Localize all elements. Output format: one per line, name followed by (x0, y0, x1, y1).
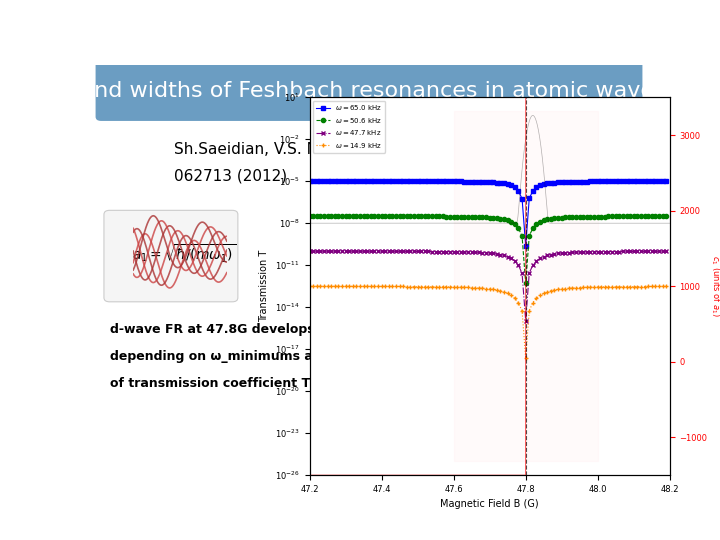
$\omega = 14.9$ kHz (489, 286, 498, 293)
$\omega = 47.7$ kHz (636, 248, 645, 255)
FancyBboxPatch shape (96, 60, 642, 121)
$\omega = 47.7$ kHz (374, 248, 382, 254)
Text: depending on ω_minimums and stable maximum: depending on ω_minimums and stable maxim… (109, 349, 451, 363)
$\omega = 14.9$ kHz (518, 308, 526, 314)
Line: $\omega = 50.6$ kHz: $\omega = 50.6$ kHz (307, 214, 668, 286)
$\omega = 50.6$ kHz (489, 214, 498, 221)
$\omega = 47.7$ kHz (305, 248, 314, 254)
$\omega = 65.0$ kHz (521, 242, 530, 249)
$\omega = 65.0$ kHz (518, 195, 526, 202)
$\omega = 47.7$ kHz (662, 248, 670, 254)
$\omega = 14.9$ kHz (374, 283, 382, 289)
Text: Sh.Saeidian, V.S. Melezhik ,and P.Schmelcher, Phys.Rev. A86,: Sh.Saeidian, V.S. Melezhik ,and P.Schmel… (174, 141, 642, 157)
$\omega = 14.9$ kHz (388, 283, 397, 289)
FancyBboxPatch shape (104, 210, 238, 302)
Text: $a_1 = \sqrt{\hbar/(m\omega_1)}$: $a_1 = \sqrt{\hbar/(m\omega_1)}$ (132, 242, 236, 265)
$\omega = 47.7$ kHz (518, 270, 526, 276)
$\omega = 65.0$ kHz (305, 178, 314, 185)
Legend: $\omega = 65.0$ kHz, $\omega = 50.6$ kHz, $\omega = 47.7$ kHz, $\omega = 14.9$ k: $\omega = 65.0$ kHz, $\omega = 50.6$ kHz… (313, 100, 385, 153)
Text: 062713 (2012): 062713 (2012) (174, 168, 287, 184)
$\omega = 47.7$ kHz (521, 318, 530, 324)
$\omega = 65.0$ kHz (374, 178, 382, 185)
$\omega = 50.6$ kHz (647, 213, 656, 220)
Text: Shifts and widths of Feshbach resonances in atomic waveguides: Shifts and widths of Feshbach resonances… (11, 81, 720, 101)
$\omega = 50.6$ kHz (662, 213, 670, 220)
$\omega = 65.0$ kHz (388, 178, 397, 185)
$\omega = 14.9$ kHz (636, 284, 645, 290)
Y-axis label: Transmission T: Transmission T (259, 250, 269, 322)
X-axis label: Magnetic Field B (G): Magnetic Field B (G) (441, 500, 539, 509)
Text: of transmission coefficient T: of transmission coefficient T (109, 377, 310, 390)
$\omega = 50.6$ kHz (388, 213, 397, 220)
$\omega = 50.6$ kHz (636, 213, 645, 220)
$\omega = 14.9$ kHz (662, 283, 670, 289)
$\omega = 65.0$ kHz (489, 179, 498, 186)
$\omega = 14.9$ kHz (305, 283, 314, 289)
$\omega = 65.0$ kHz (662, 178, 670, 185)
Line: $\omega = 14.9$ kHz: $\omega = 14.9$ kHz (307, 284, 668, 360)
$\omega = 14.9$ kHz (647, 284, 656, 290)
$\omega = 50.6$ kHz (518, 233, 526, 239)
$\omega = 65.0$ kHz (647, 178, 656, 185)
Text: d-wave FR at 47.8G develops in waveguide as: d-wave FR at 47.8G develops in waveguide… (109, 322, 432, 335)
$\omega = 50.6$ kHz (521, 280, 530, 287)
Line: $\omega = 47.7$ kHz: $\omega = 47.7$ kHz (307, 249, 668, 322)
Line: $\omega = 65.0$ kHz: $\omega = 65.0$ kHz (307, 179, 668, 248)
$\omega = 14.9$ kHz (521, 355, 530, 361)
$\omega = 65.0$ kHz (636, 178, 645, 185)
$\omega = 50.6$ kHz (305, 213, 314, 219)
$\omega = 47.7$ kHz (388, 248, 397, 254)
$\omega = 50.6$ kHz (374, 213, 382, 220)
Y-axis label: $c_1$ (units of $a_1$): $c_1$ (units of $a_1$) (708, 255, 720, 318)
$\omega = 47.7$ kHz (647, 248, 656, 255)
$\omega = 47.7$ kHz (489, 250, 498, 256)
